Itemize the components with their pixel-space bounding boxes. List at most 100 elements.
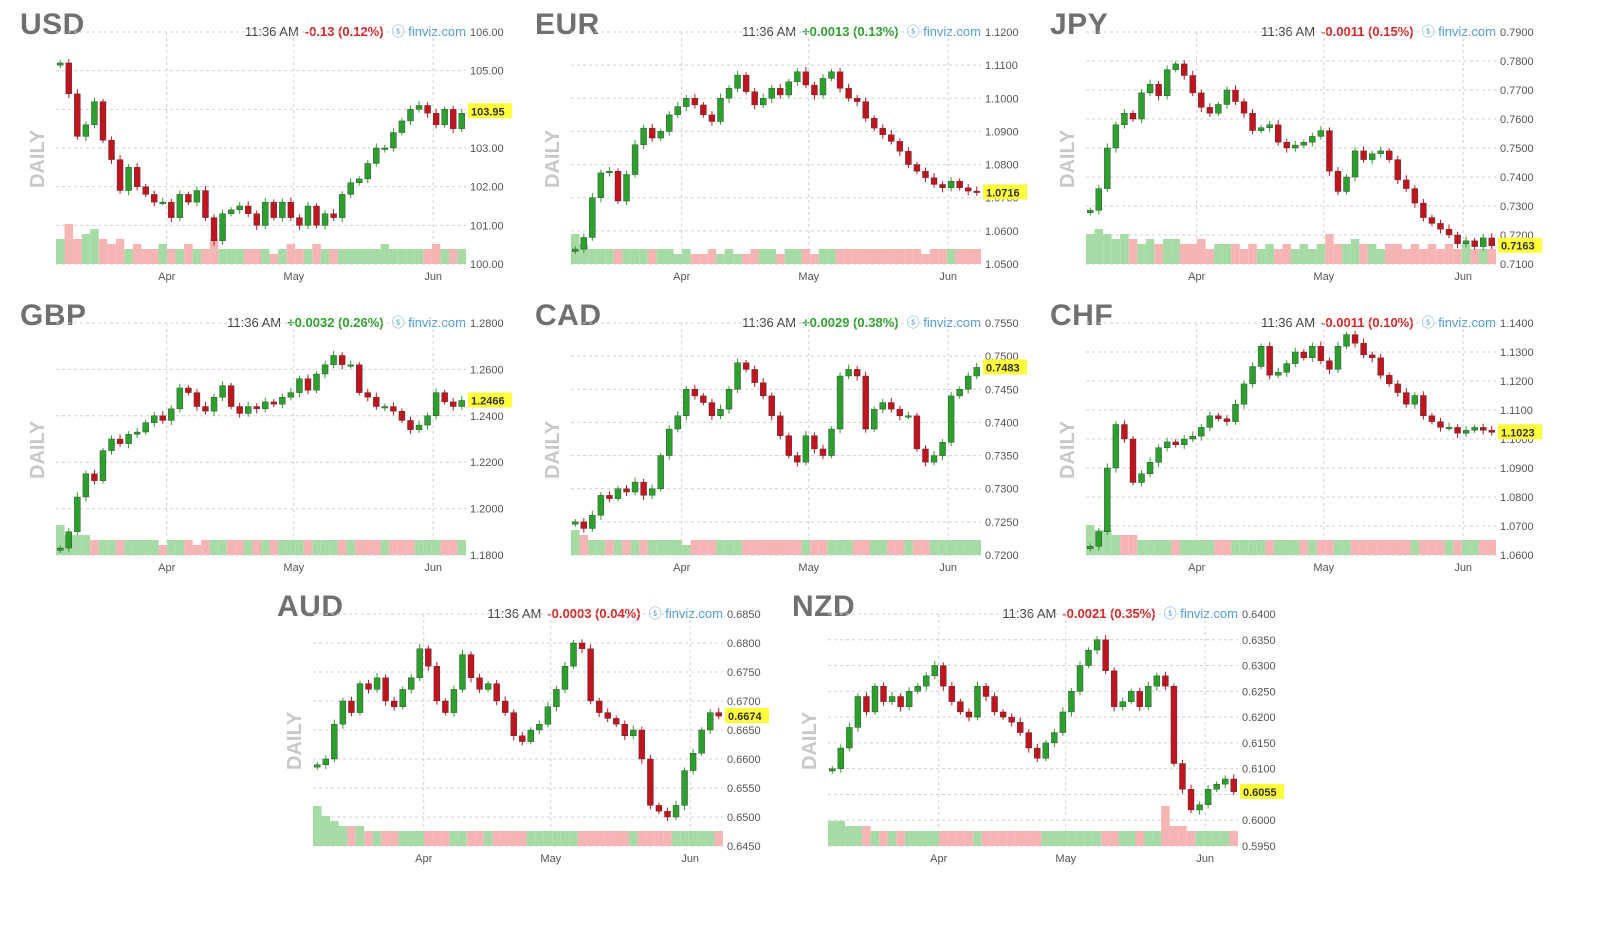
chart-time: 11:36 AM [1261, 24, 1316, 39]
candle-body [1093, 639, 1101, 651]
candle-body [836, 71, 844, 89]
volume-bar [1342, 540, 1351, 555]
candle-body [725, 88, 733, 99]
candle-body [1085, 649, 1092, 666]
chart-source-link[interactable]: finviz.com [408, 24, 466, 39]
volume-bar [972, 249, 981, 264]
volume-bar [1186, 831, 1196, 846]
candle-body [715, 712, 722, 717]
volume-bar [184, 244, 193, 264]
volume-bar [1453, 540, 1462, 555]
candle-body [597, 172, 605, 198]
chart-source-link[interactable]: finviz.com [1180, 606, 1238, 621]
y-tick-label: 0.7200 [985, 550, 1019, 562]
volume-bar [956, 831, 965, 846]
chart-change: -0.0021 (0.35%) [1062, 606, 1156, 621]
candle-body [708, 402, 716, 416]
y-tick-label: 0.6000 [1242, 815, 1276, 827]
volume-bar [1222, 540, 1232, 555]
volume-bar [167, 540, 176, 555]
candle-body [407, 420, 414, 430]
volume-bar [1239, 249, 1249, 264]
volume-bar [440, 249, 449, 264]
volume-bar [784, 249, 794, 264]
candle-body [587, 648, 594, 702]
volume-bar [577, 831, 587, 846]
candle-body [768, 88, 775, 99]
volume-bar [492, 831, 501, 846]
candle-body [1257, 346, 1265, 367]
volume-bar [1282, 540, 1291, 555]
volume-bar [424, 831, 433, 846]
volume-bar [1299, 244, 1309, 264]
volume-bar [955, 249, 964, 264]
y-tick-label: 0.6100 [1242, 764, 1276, 776]
candle-body [1172, 63, 1179, 70]
chart-source-link[interactable]: finviz.com [923, 315, 981, 330]
y-tick-label: 0.5950 [1242, 841, 1276, 853]
volume-bar [767, 249, 776, 264]
chart-change: +0.0029 (0.38%) [802, 315, 899, 330]
volume-bar [1393, 244, 1403, 264]
volume-bar [1015, 831, 1025, 846]
volume-bar [1384, 244, 1394, 264]
volume-bar [596, 540, 606, 555]
last-price-value: 1.0716 [986, 187, 1020, 199]
volume-bar [1162, 540, 1172, 555]
volume-bar [252, 540, 261, 555]
volume-bar [646, 831, 655, 846]
chart-source-link[interactable]: finviz.com [1438, 24, 1496, 39]
volume-bar [209, 239, 219, 264]
candle-body [527, 729, 535, 742]
volume-bar [588, 540, 597, 555]
candle-body [1181, 63, 1188, 76]
y-tick-label: 1.0700 [1500, 521, 1534, 533]
y-tick-label: 0.6800 [727, 638, 761, 650]
volume-bar [278, 249, 287, 264]
chart-source-link[interactable]: finviz.com [1438, 315, 1496, 330]
volume-bar [682, 545, 691, 555]
y-tick-label: 1.1200 [985, 27, 1019, 39]
candle-body [347, 182, 354, 195]
candle-body [698, 729, 705, 754]
candle-body [407, 109, 414, 122]
y-tick-label: 0.7550 [985, 318, 1019, 330]
chart-source-link[interactable]: finviz.com [408, 315, 466, 330]
volume-bar [1325, 540, 1334, 555]
candle-body [398, 410, 406, 421]
candle-body [185, 387, 192, 393]
volume-bar [716, 540, 725, 555]
volume-bar [372, 249, 381, 264]
x-tick-label: May [283, 562, 304, 574]
volume-bar [904, 831, 914, 846]
candle-body [888, 696, 896, 702]
y-tick-label: 0.6150 [1242, 738, 1276, 750]
candle-body [314, 764, 321, 768]
volume-bar [818, 540, 828, 555]
volume-bar [441, 831, 450, 846]
last-price-value: 1.1023 [1501, 427, 1535, 439]
volume-bar [295, 249, 304, 264]
candle-body [648, 488, 656, 496]
candle-body [613, 718, 620, 725]
candle-body [142, 186, 149, 195]
chart-source-link[interactable]: finviz.com [665, 606, 723, 621]
candle-body [700, 395, 707, 403]
volume-bar [175, 249, 185, 264]
volume-bar [1273, 249, 1283, 264]
volume-bar [1410, 540, 1420, 555]
volume-bar [1376, 249, 1385, 264]
volume-bar [124, 249, 133, 264]
volume-bar [1220, 831, 1230, 846]
candle-body [905, 151, 912, 165]
candle-body [322, 758, 330, 766]
volume-bar [1461, 540, 1471, 555]
chart-source-link[interactable]: finviz.com [923, 24, 981, 39]
volume-bar [1419, 540, 1428, 555]
volume-bar [432, 831, 442, 846]
x-tick-label: Apr [158, 271, 175, 283]
y-tick-label: 0.7900 [1500, 27, 1534, 39]
candle-body [185, 194, 192, 203]
candle-body [913, 164, 921, 172]
chart-panel-aud: AUD 11:36 AM -0.0003 (0.04%) ⓢ finviz.com 0.… [277, 590, 797, 884]
